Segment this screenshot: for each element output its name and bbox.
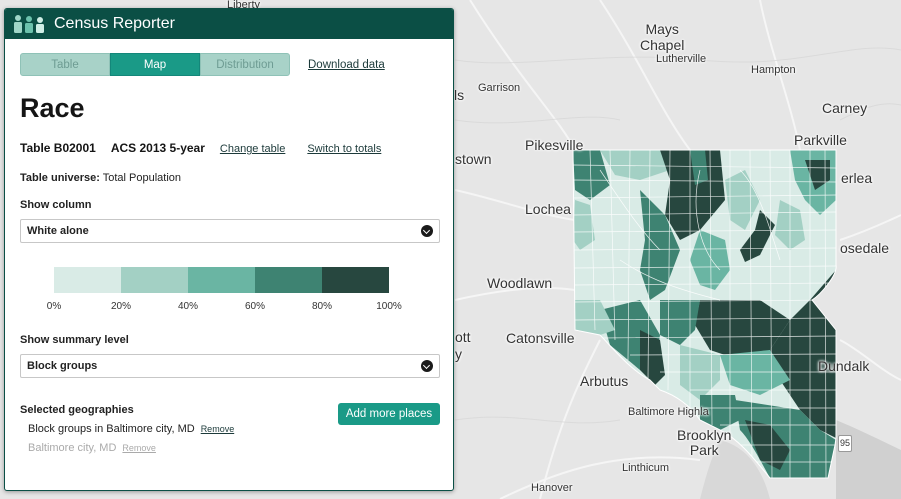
data-panel: Census Reporter Table Map Distribution D… [4, 8, 454, 491]
place-label: Arbutus [580, 373, 629, 389]
place-label: Garrison [478, 82, 521, 94]
add-more-places-button[interactable]: Add more places [338, 403, 440, 425]
panel-header: Census Reporter [5, 9, 453, 39]
place-label: Catonsville [506, 330, 575, 346]
place-label: Lochea [525, 201, 571, 217]
place-label: Lutherville [656, 53, 707, 65]
geography-name: Baltimore city, MD [28, 442, 117, 454]
choropleth-block-groups[interactable] [570, 148, 840, 483]
census-reporter-logo-icon[interactable] [12, 14, 48, 34]
place-label: stown [455, 151, 492, 167]
table-id: Table B02001 [20, 141, 96, 155]
chevron-down-icon [421, 225, 433, 237]
place-label: Carney [822, 100, 868, 116]
page-title: Race [20, 93, 85, 123]
table-universe: Table universe: Total Population [20, 172, 181, 184]
place-label: erlea [841, 170, 873, 186]
universe-label: Table universe: [20, 172, 100, 184]
download-data-link[interactable]: Download data [308, 59, 385, 71]
geography-item: Baltimore city, MD Remove [28, 442, 156, 454]
place-label: Mays Chapel [640, 21, 685, 53]
place-label: y [455, 346, 462, 362]
place-label: Linthicum [622, 462, 670, 474]
remove-geography-link[interactable]: Remove [200, 424, 235, 434]
legend-tick-label: 20% [110, 301, 132, 312]
chevron-down-icon [421, 360, 433, 372]
place-label: Brooklyn Park [677, 427, 732, 458]
legend-swatch [188, 267, 255, 293]
brand-name[interactable]: Census Reporter [54, 15, 175, 32]
universe-value: Total Population [102, 172, 182, 184]
column-select[interactable]: White alone [20, 219, 440, 243]
legend-tick-label: 40% [177, 301, 199, 312]
table-meta: Table B02001 ACS 2013 5-year Change tabl… [20, 141, 403, 155]
show-summary-level-label: Show summary level [20, 334, 129, 346]
place-label: ls [454, 87, 465, 103]
place-label: Pikesville [525, 137, 584, 153]
release-label: ACS 2013 5-year [110, 141, 205, 155]
place-label: Hanover [531, 482, 573, 494]
place-label: Liberty [227, 0, 261, 11]
place-label: Baltimore Highla [628, 406, 709, 418]
legend-tick-label: 80% [311, 301, 333, 312]
legend-tick-label: 0% [46, 301, 62, 312]
view-tabs: Table Map Distribution [20, 53, 290, 76]
tab-map[interactable]: Map [110, 53, 200, 76]
show-column-label: Show column [20, 199, 92, 211]
summary-level-select-value: Block groups [27, 360, 98, 372]
color-legend [54, 267, 389, 293]
place-label: osedale [840, 240, 890, 256]
legend-tick-label: 100% [376, 301, 402, 312]
legend-swatch [255, 267, 322, 293]
legend-tick-label: 60% [244, 301, 266, 312]
legend-swatch [54, 267, 121, 293]
legend-swatch [121, 267, 188, 293]
switch-to-totals-link[interactable]: Switch to totals [307, 143, 382, 155]
place-label: Parkville [794, 132, 847, 148]
legend-swatch [322, 267, 389, 293]
interstate-shield: 95 [838, 435, 853, 452]
legend-ticks: 0% 20% 40% 60% 80% 100% [47, 301, 402, 313]
selected-geographies-label: Selected geographies [20, 404, 134, 416]
place-label: Woodlawn [487, 275, 553, 291]
geography-name: Block groups in Baltimore city, MD [28, 423, 195, 435]
remove-geography-link[interactable]: Remove [122, 443, 156, 453]
tab-distribution[interactable]: Distribution [200, 53, 290, 76]
place-label: Dundalk [818, 358, 870, 374]
change-table-link[interactable]: Change table [219, 143, 286, 155]
tab-table[interactable]: Table [20, 53, 110, 76]
column-select-value: White alone [27, 225, 89, 237]
place-label: ott [455, 329, 471, 345]
place-label: Hampton [751, 64, 796, 76]
geography-item: Block groups in Baltimore city, MD Remov… [28, 423, 234, 435]
summary-level-select[interactable]: Block groups [20, 354, 440, 378]
